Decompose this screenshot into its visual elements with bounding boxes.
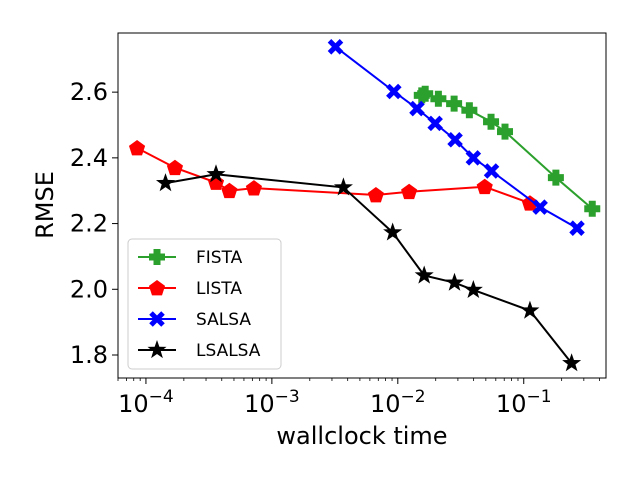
lista-point-7 (476, 178, 493, 195)
legend-label-lista: LISTA (196, 279, 242, 299)
lsalsa-point-1 (206, 164, 226, 183)
y-tick-label-1: 2.0 (70, 275, 108, 303)
legend-label-fista: FISTA (196, 248, 243, 268)
x-tick-label-1: 10−3 (244, 387, 300, 418)
fista-point-2 (430, 90, 447, 107)
fista-point-8 (584, 200, 601, 217)
legend-entry-lsalsa: LSALSA (138, 340, 261, 361)
lsalsa-point-0 (155, 173, 176, 192)
legend-marker-fista (149, 249, 165, 265)
series-layer (128, 39, 601, 372)
salsa-point-3 (427, 115, 443, 132)
fista-point-4 (461, 102, 478, 119)
lista-point-1 (166, 159, 184, 176)
lista-point-6 (401, 183, 418, 200)
lsalsa-point-2 (333, 177, 353, 196)
y-tick-label-4: 2.6 (70, 78, 108, 106)
legend-entry-lista: LISTA (138, 279, 242, 299)
legend-marker-salsa (149, 311, 165, 327)
fista-point-6 (497, 123, 514, 140)
lsalsa-point-5 (445, 272, 465, 291)
x-tick-label-2: 10−2 (370, 387, 426, 418)
series-salsa (327, 39, 585, 236)
lsalsa-point-8 (562, 353, 582, 372)
y-tick-label-3: 2.4 (70, 144, 108, 172)
y-tick-label-2: 2.2 (70, 210, 108, 238)
lista-point-5 (367, 186, 384, 203)
lsalsa-point-7 (520, 300, 540, 319)
salsa-point-6 (483, 163, 500, 179)
salsa-point-0 (327, 39, 344, 55)
lsalsa-point-3 (383, 222, 403, 241)
y-tick-label-0: 1.8 (70, 341, 108, 369)
fista-line (421, 92, 593, 210)
plot-frame (117, 32, 607, 379)
legend-entry-fista: FISTA (138, 248, 243, 268)
lista-point-3 (221, 182, 238, 199)
salsa-point-5 (465, 150, 482, 166)
lsalsa-point-6 (463, 279, 483, 299)
series-lsalsa (155, 164, 582, 372)
salsa-point-7 (532, 199, 548, 215)
series-lista (128, 140, 539, 211)
salsa-point-8 (569, 220, 585, 236)
salsa-point-2 (409, 100, 425, 117)
salsa-point-1 (386, 83, 402, 100)
ticks-layer: 10−4 10−3 10−2 10−1 1.8 2.0 2.2 2.4 2.6 (70, 78, 600, 418)
lista-point-0 (128, 140, 146, 156)
legend-marker-lista (148, 280, 166, 296)
fista-point-5 (483, 113, 500, 130)
x-axis-label: wallclock time (276, 422, 447, 450)
legend: FISTA LISTA SALSA LSALSA (127, 238, 282, 370)
x-tick-label-0: 10−4 (118, 387, 174, 418)
fista-point-7 (547, 169, 564, 186)
legend-label-salsa: SALSA (196, 310, 251, 330)
salsa-point-4 (447, 132, 463, 148)
fista-point-1 (417, 85, 434, 102)
x-tick-label-3: 10−1 (496, 387, 552, 418)
y-axis-label: RMSE (31, 171, 59, 239)
lista-point-4 (245, 180, 262, 196)
series-fista (413, 85, 601, 217)
legend-entry-salsa: SALSA (138, 310, 251, 330)
lista-point-8 (521, 195, 539, 211)
legend-marker-lsalsa (147, 340, 167, 359)
legend-label-lsalsa: LSALSA (196, 341, 261, 361)
legend-box (127, 238, 282, 370)
fista-point-3 (446, 95, 463, 112)
lsalsa-point-4 (414, 265, 434, 284)
